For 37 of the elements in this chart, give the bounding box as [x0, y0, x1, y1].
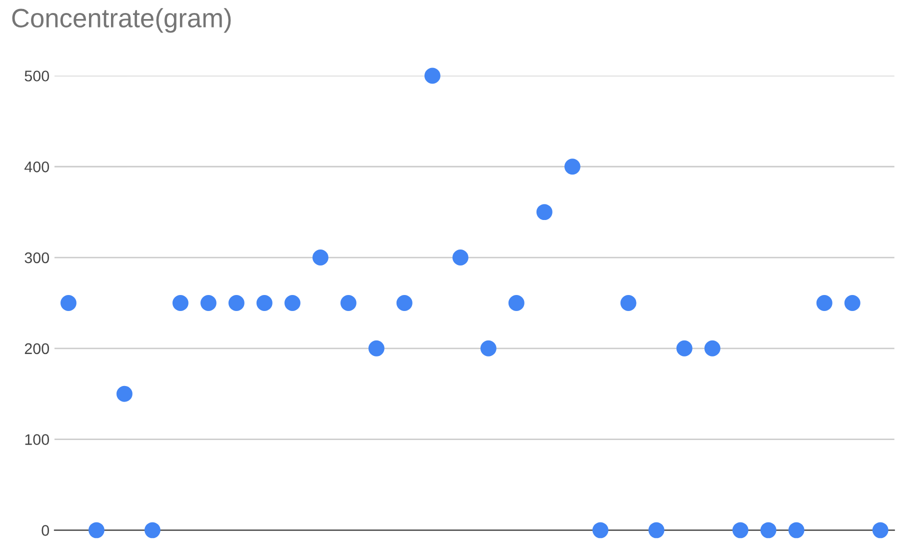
- point: [480, 340, 496, 356]
- point: [60, 294, 76, 311]
- y-tick-label: 300: [24, 252, 50, 264]
- y-tick-label: 0: [42, 525, 50, 536]
- point: [508, 294, 524, 311]
- point: [760, 522, 776, 538]
- point: [732, 522, 748, 538]
- point: [200, 294, 216, 311]
- point: [424, 68, 440, 84]
- chart-title: Concentrate(gram): [12, 8, 231, 33]
- point: [536, 204, 552, 220]
- point: [844, 294, 860, 311]
- point: [452, 250, 468, 266]
- point: [116, 386, 132, 402]
- point: [340, 294, 356, 311]
- point: [592, 522, 608, 538]
- y-tick-label: 500: [24, 70, 50, 82]
- point: [312, 250, 328, 266]
- point: [228, 294, 244, 311]
- point: [172, 294, 188, 311]
- point: [88, 522, 104, 538]
- y-tick-label: 400: [24, 161, 50, 172]
- point: [872, 522, 888, 538]
- y-tick-label: 100: [25, 434, 50, 445]
- point: [256, 294, 272, 311]
- point: [368, 340, 384, 356]
- point: [620, 294, 636, 311]
- y-tick-label: 200: [24, 343, 50, 354]
- point: [788, 522, 804, 538]
- point: [704, 340, 720, 356]
- point: [564, 158, 580, 175]
- point: [816, 294, 832, 311]
- point: [676, 340, 692, 356]
- point: [284, 294, 300, 311]
- point: [396, 294, 412, 311]
- point: [144, 522, 160, 538]
- point: [648, 522, 664, 538]
